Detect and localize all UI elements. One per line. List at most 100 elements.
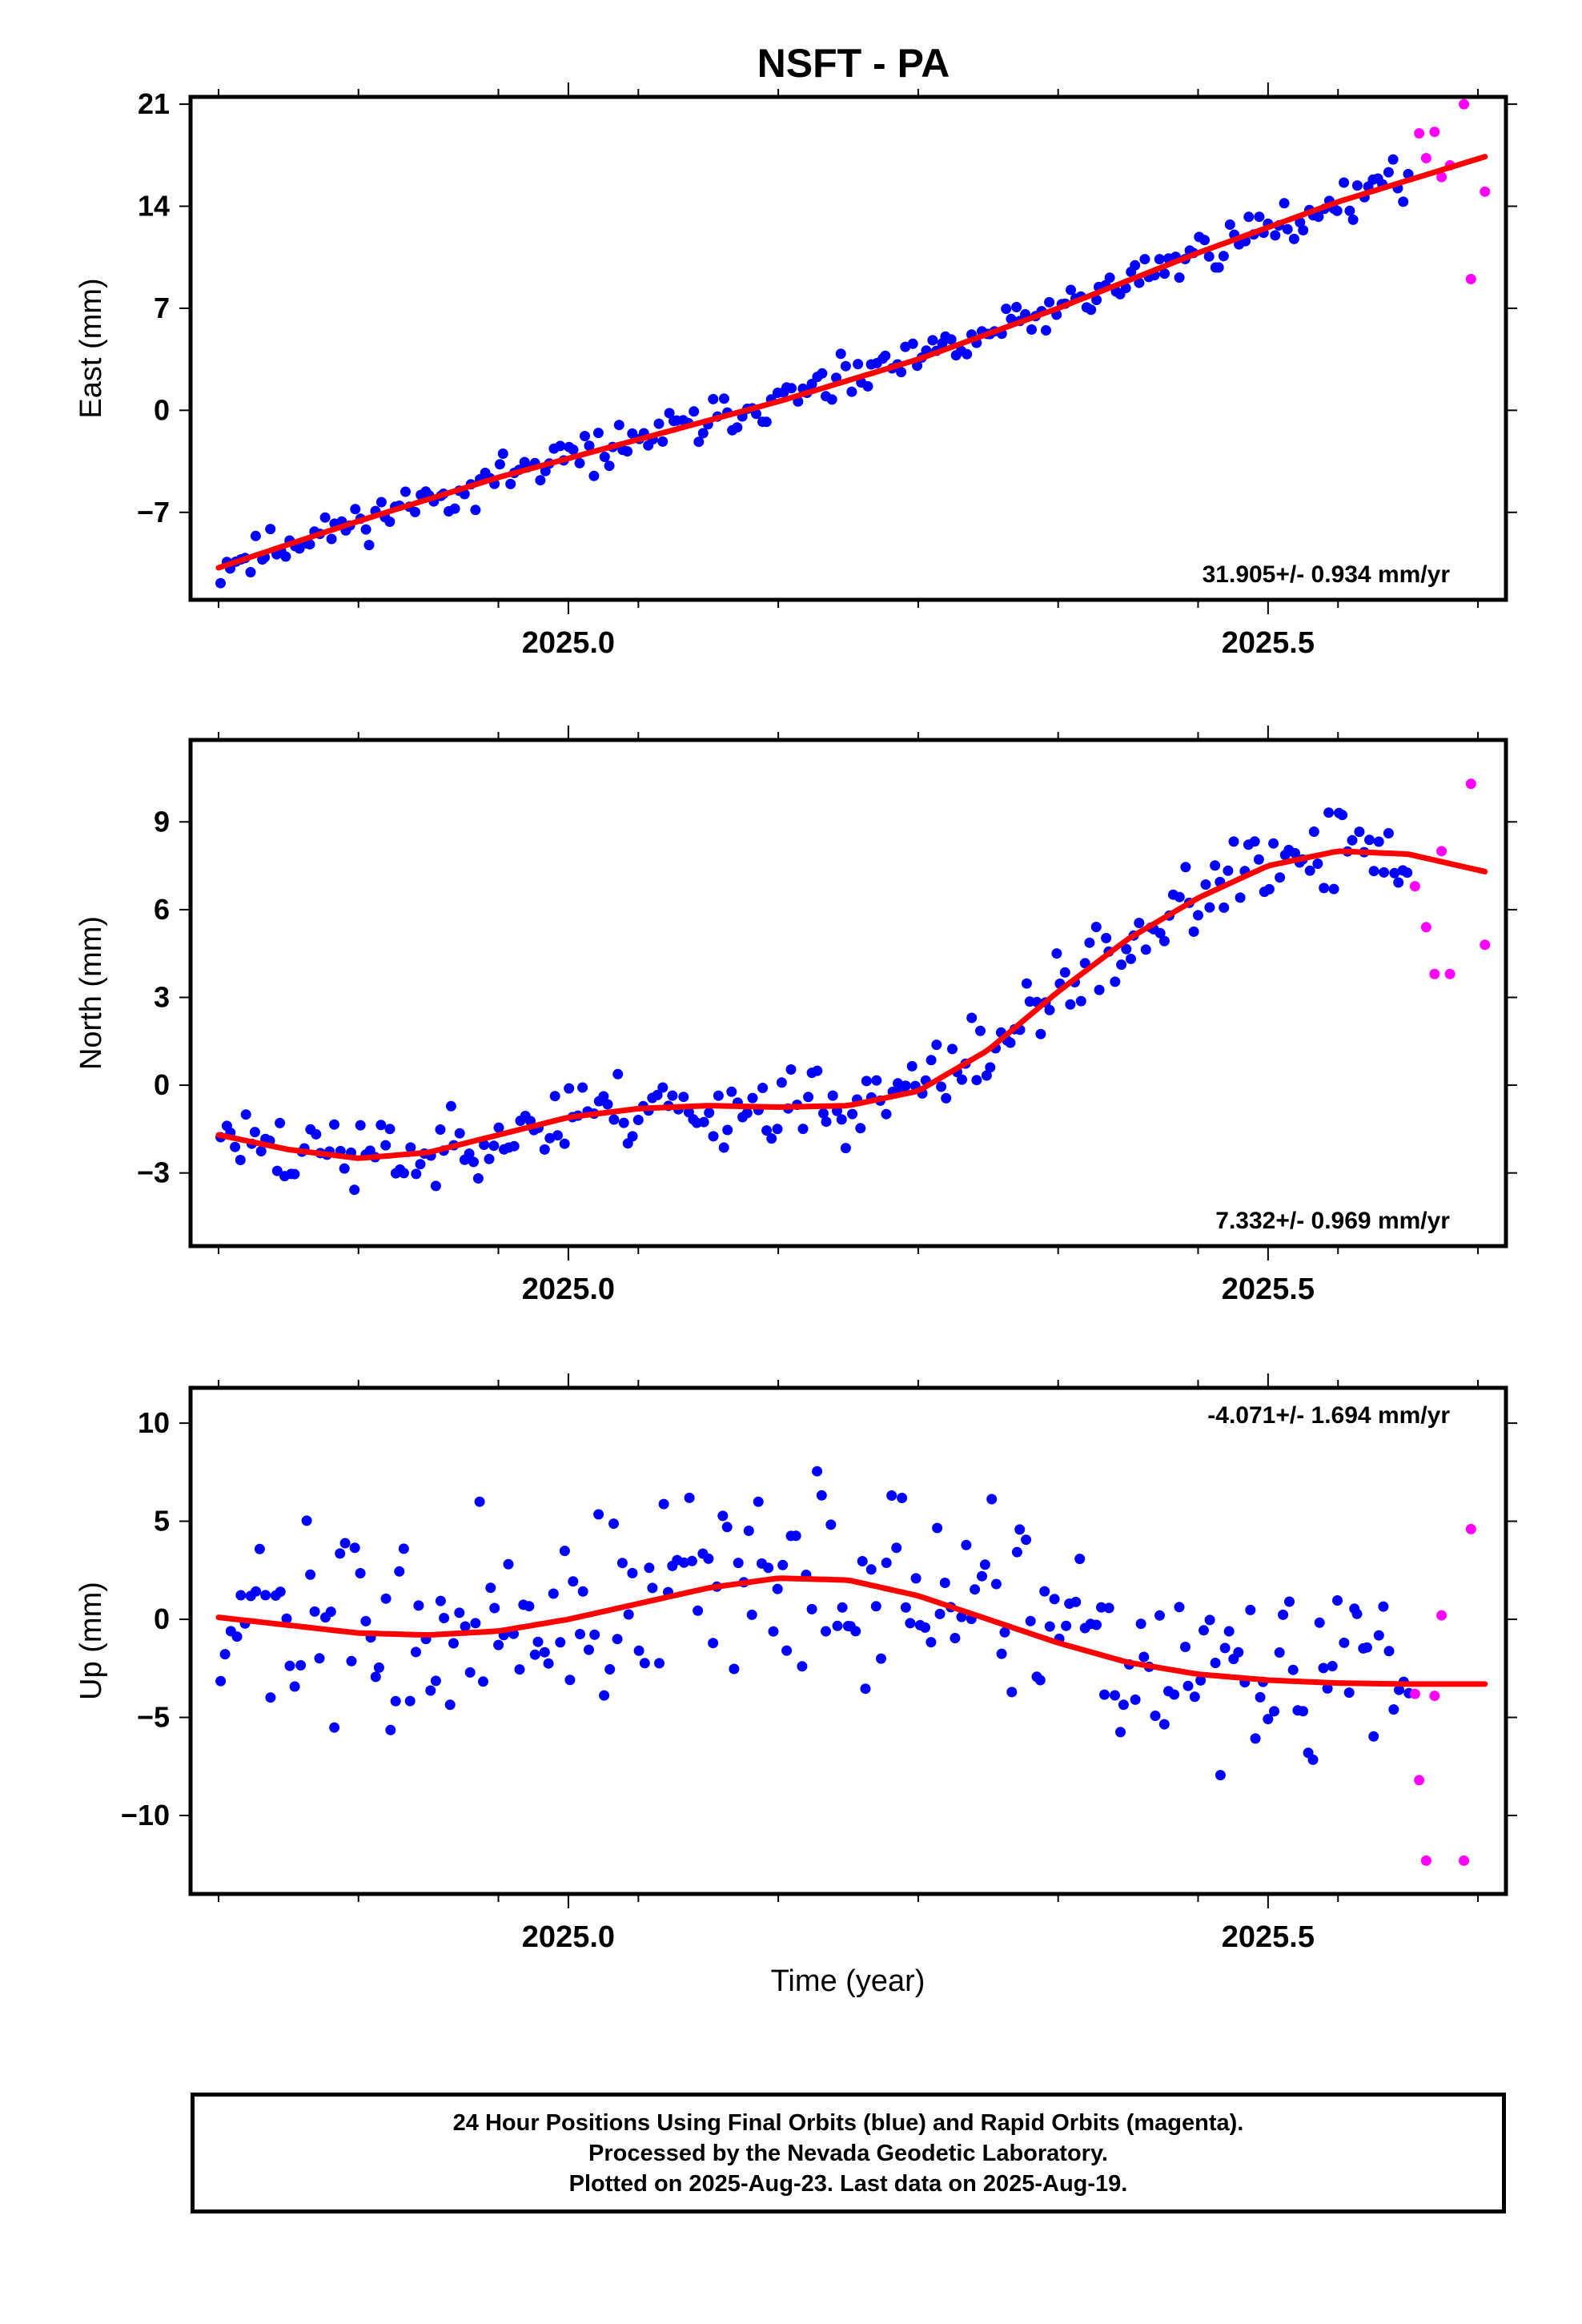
final-orbit-point [1322,1683,1333,1694]
final-orbit-point [1224,219,1235,230]
final-orbit-point [375,497,387,508]
final-orbit-point [370,1671,381,1683]
rapid-orbit-point [1480,939,1491,951]
final-orbit-point [703,1553,714,1564]
final-orbit-point [961,1539,972,1550]
final-orbit-point [1169,1689,1180,1700]
final-orbit-point [817,368,828,379]
y-tick-label: −7 [137,496,170,529]
final-orbit-point [1314,1617,1325,1628]
final-orbit-point [1090,922,1102,932]
final-orbit-point [604,460,615,472]
data-layer [215,99,1491,589]
final-orbit-point [1215,1770,1226,1781]
rapid-orbit-point [1436,846,1447,857]
final-orbit-point [360,1615,371,1626]
final-orbit-point [1250,1733,1261,1744]
final-orbit-point [996,1648,1007,1659]
final-orbit-point [979,1559,990,1570]
final-orbit-point [1021,1534,1032,1546]
final-orbit-point [1150,1711,1161,1721]
final-orbit-point [449,503,460,514]
final-orbit-point [1337,810,1348,821]
final-orbit-point [1026,324,1037,335]
final-orbit-point [1059,967,1070,978]
final-orbit-point [493,1639,504,1651]
final-orbit-point [785,1064,797,1075]
final-orbit-point [1044,1004,1055,1015]
final-orbit-point [1313,211,1324,223]
final-orbit-point [380,1140,391,1151]
final-orbit-point [1021,978,1032,989]
final-orbit-point [962,348,973,360]
final-orbit-point [926,1055,937,1066]
final-orbit-point [654,1658,665,1669]
final-orbit-point [970,1584,981,1595]
final-orbit-point [812,1065,823,1076]
final-orbit-point [1154,254,1165,265]
final-orbit-point [380,1593,391,1604]
final-orbit-point [295,1660,307,1671]
final-orbit-point [478,1676,488,1687]
final-orbit-point [1402,867,1413,879]
final-orbit-point [404,1695,416,1707]
final-orbit-point [584,1644,594,1655]
trend-line [215,1575,1488,1687]
final-orbit-point [494,459,505,470]
final-orbit-point [1254,211,1265,223]
final-orbit-point [743,1526,754,1536]
final-orbit-point [1074,1554,1086,1565]
final-orbit-point [280,551,291,562]
final-orbit-point [235,1590,247,1601]
final-orbit-point [1086,304,1097,316]
final-orbit-point [1263,1714,1274,1725]
y-axis-label: North (mm) [74,916,108,1070]
rapid-orbit-point [1480,186,1491,197]
final-orbit-point [454,1128,465,1139]
final-orbit-point [860,1683,871,1695]
final-orbit-point [439,1613,450,1623]
final-orbit-point [1298,1706,1309,1717]
final-orbit-point [721,1522,733,1533]
final-orbit-point [768,1626,779,1637]
final-orbit-point [593,1509,604,1520]
final-orbit-point [1135,1618,1146,1630]
final-orbit-point [489,1602,500,1614]
final-orbit-point [1039,1586,1050,1597]
final-orbit-point [897,1493,908,1503]
final-orbit-point [1075,995,1086,1007]
panel-north: −3 0 3 6 9 2025.0 2025.5 North (mm) 7.332+/- 0.9… [74,726,1517,1306]
final-orbit-point [1284,1596,1295,1607]
final-orbit-point [1134,277,1145,288]
final-orbit-point [1290,847,1300,858]
final-orbit-point [1263,883,1275,895]
final-orbit-point [235,1155,246,1165]
final-orbit-point [577,1586,588,1597]
final-orbit-point [448,1638,459,1649]
final-orbit-point [410,506,420,517]
final-orbit-point [713,1090,724,1101]
final-orbit-point [464,1667,476,1678]
final-orbit-point [1195,1675,1207,1686]
final-orbit-point [1351,1608,1363,1619]
final-orbit-point [405,1142,416,1153]
final-orbit-point [413,1600,424,1611]
final-orbit-point [1327,1661,1338,1671]
final-orbit-point [584,440,595,452]
final-orbit-point [1228,836,1239,847]
final-orbit-point [255,1146,267,1156]
final-orbit-point [939,1578,950,1588]
final-orbit-point [559,1138,570,1149]
final-orbit-point [1388,1704,1399,1715]
final-orbit-point [1279,198,1290,209]
final-orbit-point [305,1569,316,1580]
final-orbit-point [1011,302,1022,312]
final-orbit-point [698,1116,709,1128]
final-orbit-point [384,517,396,527]
final-orbit-point [470,1618,481,1629]
final-orbit-point [797,1124,809,1135]
final-orbit-point [529,1649,540,1660]
caption-box: 24 Hour Positions Using Final Orbits (bl… [191,2093,1506,2213]
final-orbit-point [772,1583,783,1594]
final-orbit-point [821,1626,831,1637]
